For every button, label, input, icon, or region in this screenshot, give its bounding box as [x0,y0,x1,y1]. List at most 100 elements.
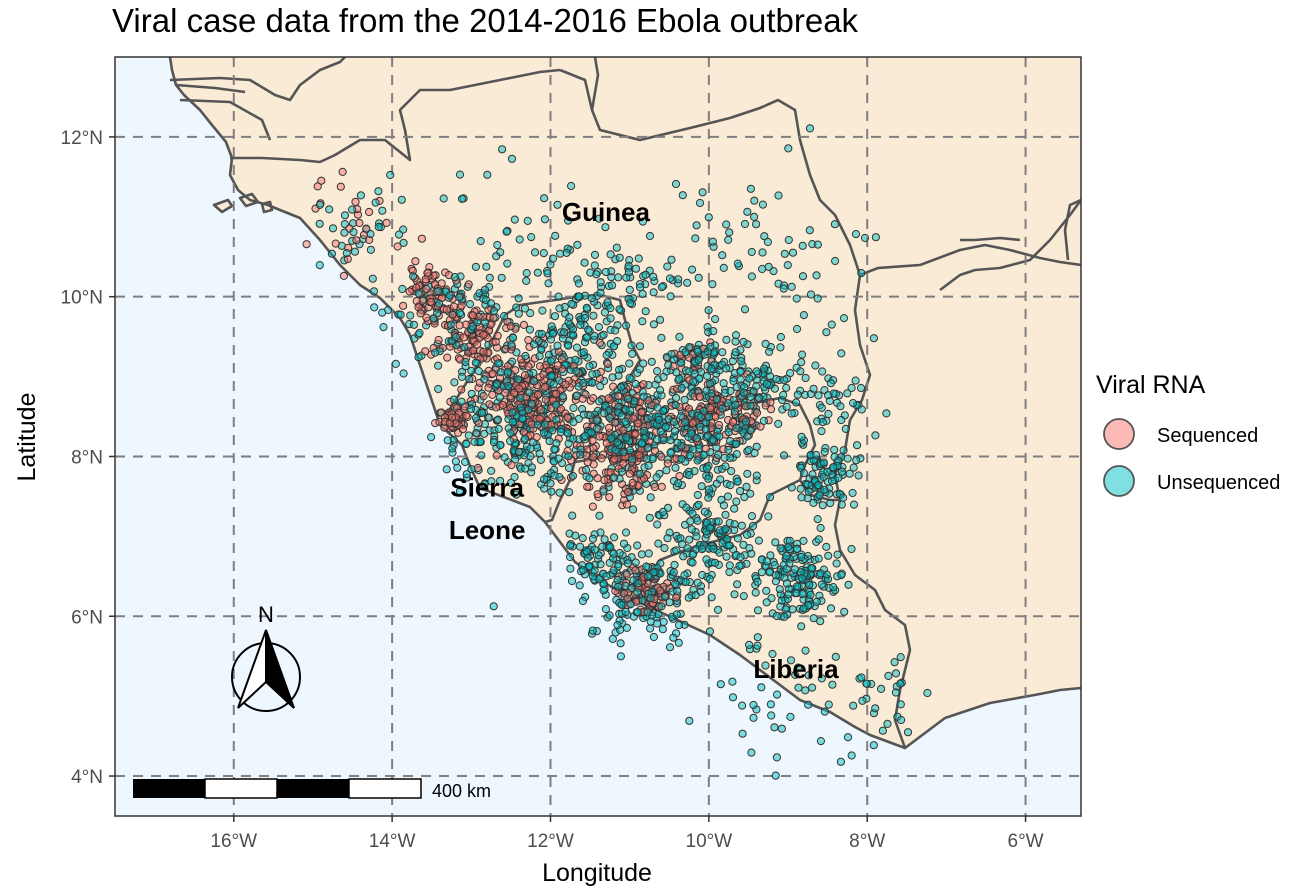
unsequenced-point [556,427,565,437]
unsequenced-point [507,154,517,163]
unsequenced-point [814,391,823,400]
unsequenced-point [747,247,756,257]
unsequenced-point [649,288,658,297]
sequenced-point [416,309,425,318]
sequenced-point [695,392,705,401]
unsequenced-point [566,552,575,562]
unsequenced-point [797,552,806,562]
sequenced-point [448,413,457,422]
unsequenced-point [871,233,881,242]
unsequenced-point [606,314,615,323]
sequenced-point [427,298,436,307]
unsequenced-point [792,324,802,334]
unsequenced-point [646,594,655,603]
sequenced-point [639,380,648,389]
unsequenced-point [579,378,588,388]
unsequenced-point [843,454,852,463]
unsequenced-point [588,534,598,543]
unsequenced-point [391,359,400,368]
unsequenced-point [399,238,408,247]
unsequenced-point [732,423,741,432]
unsequenced-point [525,388,534,397]
unsequenced-point [878,726,888,735]
unsequenced-point [530,248,540,257]
unsequenced-point [515,447,524,456]
unsequenced-point [671,463,680,472]
unsequenced-point [692,221,701,230]
sequenced-point [485,400,494,409]
unsequenced-point [677,412,686,421]
unsequenced-point [695,198,705,208]
unsequenced-point [729,376,738,386]
unsequenced-point [575,542,585,551]
sequenced-point [351,197,360,206]
north-arrow: N [231,602,301,712]
unsequenced-point [775,585,784,594]
y-tick-label: 6°N [71,607,103,628]
sequenced-point [552,389,561,398]
unsequenced-point [348,205,357,214]
unsequenced-point [683,544,692,553]
unsequenced-point [782,383,791,392]
unsequenced-point [530,377,539,386]
unsequenced-point [798,350,807,359]
unsequenced-point [813,240,823,249]
unsequenced-point [724,445,733,454]
panel-border [114,56,1082,817]
unsequenced-point [544,279,553,288]
unsequenced-point [641,307,650,316]
unsequenced-point [808,683,817,692]
unsequenced-point [797,493,806,502]
unsequenced-point [746,426,756,435]
unsequenced-point [666,436,675,445]
unsequenced-point [674,479,683,488]
unsequenced-point [429,314,438,323]
unsequenced-point [328,224,338,233]
unsequenced-point [579,348,588,357]
unsequenced-point [705,627,715,636]
y-axis-title: Latitude [13,393,41,482]
unsequenced-point [621,607,630,617]
unsequenced-point [687,429,696,438]
unsequenced-point [817,427,826,436]
unsequenced-point [637,550,646,559]
sequenced-point [469,346,478,355]
unsequenced-point [685,343,694,352]
unsequenced-point [590,566,599,575]
unsequenced-point [596,278,605,287]
unsequenced-point [680,571,689,580]
unsequenced-point [743,469,752,478]
unsequenced-point [581,431,590,441]
sequenced-point [541,395,550,404]
unsequenced-point [574,279,584,288]
unsequenced-point [613,575,622,585]
unsequenced-point [798,241,807,250]
unsequenced-point [555,304,564,313]
unsequenced-point [690,369,699,378]
unsequenced-point [496,441,505,450]
sequenced-point [488,369,497,378]
unsequenced-point [369,287,379,296]
unsequenced-point [606,304,615,313]
unsequenced-point [571,531,580,540]
sequenced-point [728,417,738,427]
y-tick-label: 12°N [61,128,103,149]
unsequenced-point [694,273,703,282]
unsequenced-point [627,583,636,593]
unsequenced-point [471,262,480,271]
sequenced-point [589,453,598,462]
unsequenced-point [617,600,626,610]
unsequenced-point [610,533,619,542]
unsequenced-point [661,422,670,432]
unsequenced-point [801,686,810,695]
unsequenced-point [849,399,858,408]
unsequenced-point [730,520,739,529]
unsequenced-point [738,701,747,710]
unsequenced-point [733,477,742,486]
unsequenced-point [477,451,486,460]
unsequenced-point [552,415,561,424]
unsequenced-point [442,465,451,474]
unsequenced-point [817,580,826,589]
unsequenced-point [595,511,604,520]
